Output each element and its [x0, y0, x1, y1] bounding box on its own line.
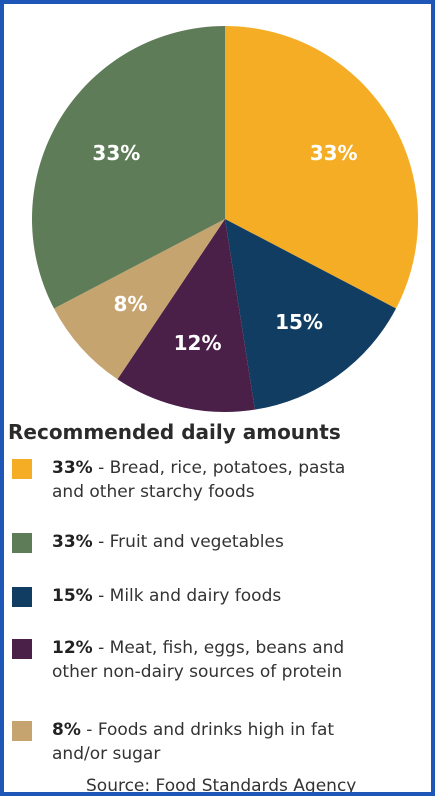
legend-item-desc: - Milk and dairy foods: [92, 586, 282, 606]
pie-slice-4: [31, 26, 225, 309]
pie-slice-0: [225, 26, 418, 309]
legend-swatch: [12, 639, 32, 659]
pie-slices: [31, 26, 418, 412]
legend-item-desc-cont: other non-dairy sources of protein: [52, 662, 343, 682]
legend-item-desc-cont: and other starchy foods: [52, 482, 255, 502]
source-note: Source: Food Standards Agency: [86, 776, 357, 796]
legend-swatch: [12, 459, 32, 479]
pie-slice-1: [225, 219, 397, 410]
pie-chart: 33% 15% 12% 8% 33%: [31, 26, 418, 412]
legend-swatch: [12, 533, 32, 553]
legend-swatch: [12, 721, 32, 741]
legend-item-text: 33% - Fruit and vegetables: [52, 530, 431, 554]
legend-item-text: 8% - Foods and drinks high in fat and/or…: [52, 718, 431, 766]
legend-item-text: 12% - Meat, fish, eggs, beans and other …: [52, 636, 431, 684]
legend-item-pct: 33%: [52, 532, 93, 552]
legend-item-pct: 15%: [52, 586, 93, 606]
legend-item-desc-cont: and/or sugar: [52, 744, 161, 764]
legend-title: Recommended daily amounts: [8, 420, 341, 444]
legend-item-desc: - Foods and drinks high in fat: [80, 720, 335, 740]
legend-item-desc: - Meat, fish, eggs, beans and: [92, 638, 345, 658]
pie-slice-2: [117, 219, 255, 412]
legend-item-pct: 33%: [52, 458, 93, 478]
pie-slice-label-2: 12%: [174, 331, 222, 355]
legend-item-desc: - Fruit and vegetables: [92, 532, 284, 552]
legend-item-text: 33% - Bread, rice, potatoes, pasta and o…: [52, 456, 431, 504]
pie-slice-label-0: 33%: [310, 141, 358, 165]
pie-slice-label-1: 15%: [275, 310, 323, 334]
legend-item-pct: 8%: [52, 720, 81, 740]
legend-item-pct: 12%: [52, 638, 93, 658]
pie-slice-label-3: 8%: [113, 292, 147, 316]
pie-slice-3: [53, 219, 225, 380]
legend-swatch: [12, 587, 32, 607]
legend-item-text: 15% - Milk and dairy foods: [52, 584, 431, 608]
pie-slice-label-4: 33%: [92, 141, 140, 165]
pie-slice-labels: 33% 15% 12% 8% 33%: [92, 141, 357, 355]
legend-item-desc: - Bread, rice, potatoes, pasta: [92, 458, 346, 478]
